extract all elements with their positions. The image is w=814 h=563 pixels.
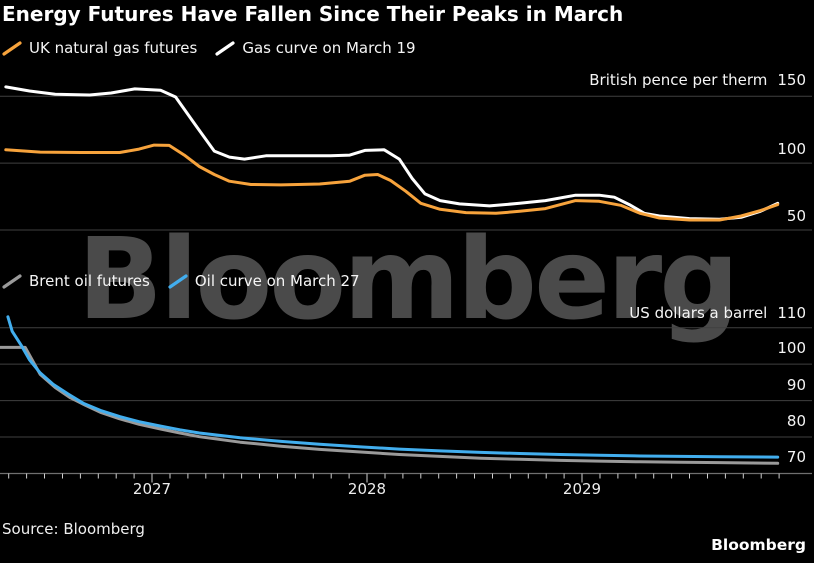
gas-unit-label: British pence per therm xyxy=(589,71,768,89)
gas-ytick-150: 150 xyxy=(777,71,806,89)
oil-ytick-100: 100 xyxy=(777,339,806,357)
gas-legend: UK natural gas futures Gas curve on Marc… xyxy=(2,39,434,57)
legend-label: Oil curve on March 27 xyxy=(194,272,360,290)
gas-ytick-100: 100 xyxy=(777,140,806,158)
legend-label: Gas curve on March 19 xyxy=(242,39,416,57)
gas-axis-unit: British pence per therm 150 xyxy=(589,71,806,89)
gas-curve-line-icon xyxy=(215,40,235,56)
gas-futures-line-icon xyxy=(2,40,22,56)
page-title: Energy Futures Have Fallen Since Their P… xyxy=(2,2,624,26)
oil-ytick-70: 70 xyxy=(786,448,806,466)
oil-ytick-90: 90 xyxy=(786,376,806,394)
xtick-2028: 2028 xyxy=(347,480,387,498)
legend-label: Brent oil futures xyxy=(29,272,150,290)
gas-ytick-50: 50 xyxy=(786,207,806,225)
oil-curve-march27-line xyxy=(6,315,780,459)
oil-legend: Brent oil futures Oil curve on March 27 xyxy=(2,272,378,290)
source-attribution: Source: Bloomberg xyxy=(2,520,145,538)
oil-ytick-110: 110 xyxy=(777,304,806,322)
oil-curve-line-icon xyxy=(168,273,188,289)
oil-unit-label: US dollars a barrel xyxy=(629,304,768,322)
xtick-2027: 2027 xyxy=(132,480,172,498)
legend-entry-oil-futures: Brent oil futures xyxy=(2,272,150,290)
oil-ytick-80: 80 xyxy=(786,412,806,430)
legend-label: UK natural gas futures xyxy=(29,39,198,57)
legend-entry-gas-curve: Gas curve on March 19 xyxy=(215,39,416,57)
legend-entry-oil-curve: Oil curve on March 27 xyxy=(168,272,360,290)
bloomberg-watermark: Bloomberg xyxy=(77,215,740,345)
legend-entry-gas-futures: UK natural gas futures xyxy=(2,39,197,57)
xtick-2029: 2029 xyxy=(562,480,602,498)
oil-axis-unit: US dollars a barrel 110 xyxy=(629,304,806,322)
uk-natural-gas-futures-line xyxy=(4,143,780,222)
bloomberg-logo: Bloomberg xyxy=(711,536,806,554)
oil-futures-line-icon xyxy=(2,273,22,289)
brent-oil-futures-line xyxy=(0,345,780,465)
